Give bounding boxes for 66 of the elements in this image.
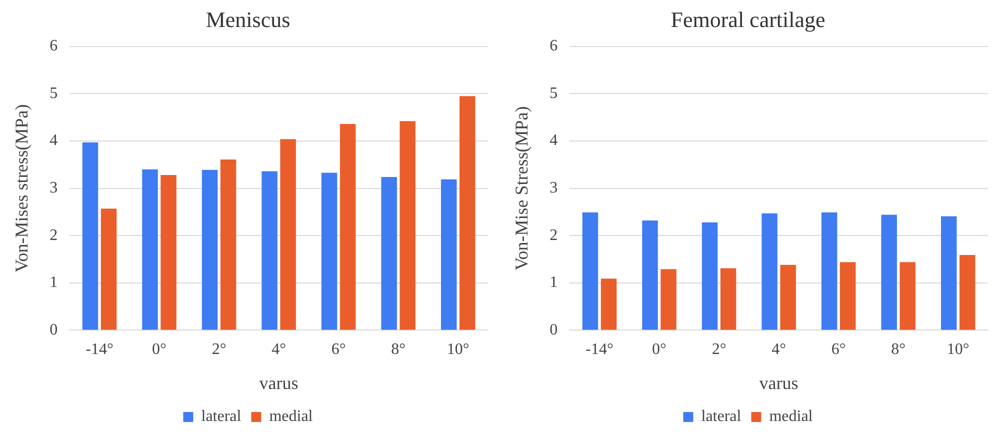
x-tick-label: 6°	[331, 341, 346, 358]
bar	[400, 121, 416, 330]
bar	[780, 264, 796, 330]
bar	[220, 159, 236, 330]
bar	[460, 96, 476, 330]
y-tick-label: 1	[550, 274, 558, 292]
x-tick-label: 4°	[272, 341, 286, 358]
bar	[720, 268, 736, 330]
bar	[202, 170, 218, 330]
x-tick-label: 2°	[212, 341, 226, 358]
x-tick-label: 6°	[831, 341, 846, 358]
legend-label: lateral	[201, 408, 242, 426]
y-tick-label: 0	[550, 321, 558, 338]
bar	[900, 262, 916, 330]
x-tick-label: 4°	[772, 341, 786, 358]
y-tick-label: 5	[550, 84, 558, 102]
bar	[262, 171, 278, 330]
x-tick-label: 8°	[391, 341, 406, 358]
x-tick-label: 8°	[891, 341, 906, 358]
bar	[100, 208, 117, 330]
bar	[702, 222, 718, 330]
y-tick-label: 0	[50, 321, 58, 338]
y-tick-label: 2	[50, 226, 58, 244]
x-tick-label: 0°	[152, 341, 166, 358]
x-axis-title: varus	[259, 372, 298, 393]
x-tick-label: 10°	[946, 341, 970, 358]
bar	[960, 254, 976, 330]
y-tick-label: 4	[550, 132, 558, 150]
bar	[821, 212, 838, 330]
bar	[160, 175, 176, 330]
bar	[280, 139, 296, 330]
y-axis-title: Von-Mises stress(MPa)	[12, 104, 32, 272]
y-tick-label: 6	[50, 38, 58, 55]
bar	[82, 142, 98, 330]
y-tick-label: 3	[50, 180, 58, 197]
x-tick-label: -14°	[586, 341, 614, 358]
bar	[762, 213, 778, 330]
y-tick-label: 4	[50, 132, 58, 150]
bar	[340, 124, 356, 330]
x-tick-label: 0°	[652, 341, 666, 358]
y-tick-label: 5	[50, 84, 58, 102]
bar	[881, 214, 897, 330]
legend-label: lateral	[701, 408, 742, 426]
x-axis-title: varus	[759, 372, 798, 393]
bar	[642, 220, 658, 330]
bar	[940, 216, 957, 330]
bar	[660, 269, 676, 330]
x-tick-label: 10°	[446, 341, 470, 358]
y-tick-label: 6	[550, 38, 558, 55]
y-tick-label: 3	[550, 180, 558, 197]
legend-label: medial	[769, 408, 814, 426]
y-axis-title: Von-Mise Stress(MPa)	[512, 106, 532, 270]
legend-label: medial	[269, 408, 314, 426]
bar	[321, 172, 338, 330]
x-tick-label: 2°	[712, 341, 726, 358]
bar	[142, 169, 158, 330]
chart-title: Meniscus	[206, 6, 290, 32]
chart-title: Femoral cartilage	[670, 6, 826, 32]
x-tick-label: -14°	[86, 341, 114, 358]
bar	[582, 212, 598, 330]
y-tick-label: 2	[550, 226, 558, 244]
y-tick-label: 1	[50, 274, 58, 292]
bar	[600, 278, 617, 330]
bar	[440, 179, 457, 330]
bar	[840, 262, 856, 330]
bar	[381, 176, 397, 330]
